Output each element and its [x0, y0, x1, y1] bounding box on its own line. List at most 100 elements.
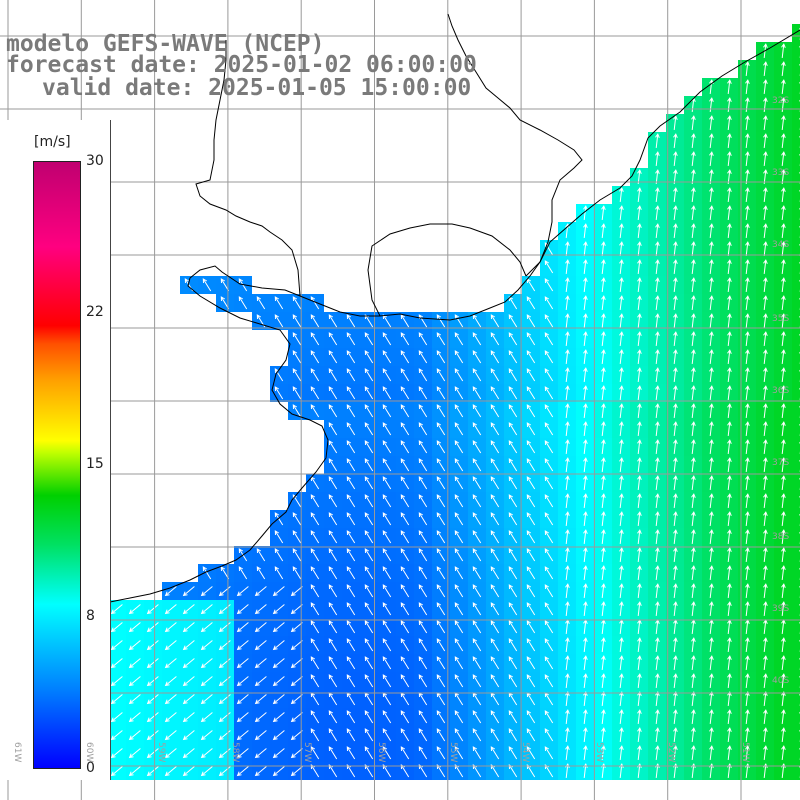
wind-cell: [792, 654, 800, 672]
wind-arrow: [400, 350, 410, 364]
wind-arrow: [637, 187, 642, 202]
wind-cell: [792, 222, 800, 240]
wind-arrow: [655, 187, 660, 202]
wind-arrow: [292, 530, 302, 544]
lon-label: 59W: [156, 742, 166, 763]
wind-arrow: [637, 655, 642, 670]
wind-arrow: [182, 640, 195, 651]
wind-arrow: [436, 548, 446, 562]
wind-arrow: [382, 440, 392, 454]
wind-arrow: [508, 656, 518, 670]
wind-arrow: [601, 403, 606, 418]
wind-arrow: [727, 439, 732, 454]
wind-arrow: [274, 386, 284, 400]
wind-arrow: [691, 529, 696, 544]
wind-arrow: [691, 601, 696, 616]
wind-arrow: [346, 620, 356, 634]
wind-arrow: [526, 494, 536, 508]
wind-arrow: [544, 602, 554, 616]
wind-arrow: [508, 638, 518, 652]
wind-arrow: [346, 656, 356, 670]
wind-arrow: [673, 259, 678, 274]
wind-arrow: [763, 367, 768, 382]
wind-arrow: [436, 746, 446, 760]
wind-arrow: [763, 439, 768, 454]
wind-arrow: [673, 673, 678, 688]
wind-arrow: [583, 511, 588, 526]
wind-arrow: [218, 694, 231, 705]
wind-arrow: [310, 368, 320, 382]
wind-arrow: [673, 331, 678, 346]
wind-arrow: [655, 709, 660, 724]
wind-arrow: [490, 548, 500, 562]
wind-arrow: [436, 368, 446, 382]
wind-arrow: [781, 115, 786, 130]
wind-arrow: [382, 476, 392, 490]
wind-arrow: [673, 313, 678, 328]
wind-arrow: [364, 350, 374, 364]
wind-arrow: [745, 223, 750, 238]
wind-arrow: [110, 676, 123, 687]
wind-arrow: [781, 61, 786, 76]
wind-arrow: [637, 205, 642, 220]
wind-cell: [792, 528, 800, 546]
wind-cell: [792, 186, 800, 204]
wind-arrow: [655, 475, 660, 490]
wind-arrow: [382, 746, 392, 760]
wind-arrow: [673, 493, 678, 508]
wind-arrow: [583, 259, 588, 274]
wind-arrow: [763, 385, 768, 400]
wind-arrow: [763, 349, 768, 364]
wind-arrow: [745, 115, 750, 130]
wind-arrow: [619, 205, 624, 220]
wind-arrow: [673, 115, 678, 130]
wind-arrow: [763, 223, 768, 238]
wind-arrow: [490, 710, 500, 724]
wind-cell: [792, 510, 800, 528]
wind-arrow: [781, 475, 786, 490]
wind-arrow: [691, 223, 696, 238]
wind-arrow: [673, 529, 678, 544]
wind-arrow: [709, 115, 714, 130]
wind-arrow: [565, 277, 570, 292]
wind-arrow: [655, 241, 660, 256]
wind-arrow: [691, 151, 696, 166]
wind-arrow: [763, 493, 768, 508]
wind-arrow: [382, 458, 392, 472]
wind-arrow: [763, 133, 768, 148]
wind-arrow: [346, 422, 356, 436]
wind-arrow: [418, 746, 428, 760]
wind-arrow: [709, 187, 714, 202]
wind-arrow: [601, 313, 606, 328]
wind-arrow: [691, 205, 696, 220]
wind-arrow: [508, 458, 518, 472]
wind-arrow: [292, 314, 302, 328]
wind-arrow: [619, 403, 624, 418]
wind-arrow: [202, 278, 212, 292]
wind-arrow: [637, 295, 642, 310]
wind-arrow: [544, 458, 554, 472]
wind-arrow: [182, 658, 195, 669]
wind-arrow: [763, 457, 768, 472]
valid-date: valid date: 2025-01-05 15:00:00: [42, 75, 472, 101]
wind-arrow: [709, 223, 714, 238]
wind-arrow: [490, 656, 500, 670]
wind-arrow: [655, 529, 660, 544]
wind-arrow: [709, 691, 714, 706]
wind-arrow: [655, 565, 660, 580]
wind-arrow: [781, 583, 786, 598]
wind-arrow: [128, 604, 141, 615]
wind-arrow: [691, 385, 696, 400]
wind-arrow: [400, 656, 410, 670]
wind-arrow: [727, 259, 732, 274]
wind-arrow: [763, 403, 768, 418]
wind-arrow: [544, 620, 554, 634]
wind-arrow: [673, 367, 678, 382]
wind-arrow: [781, 151, 786, 166]
wind-arrow: [164, 766, 177, 777]
wind-arrow: [745, 439, 750, 454]
wind-arrow: [202, 566, 212, 580]
wind-arrow: [310, 332, 320, 346]
wind-arrow: [418, 494, 428, 508]
